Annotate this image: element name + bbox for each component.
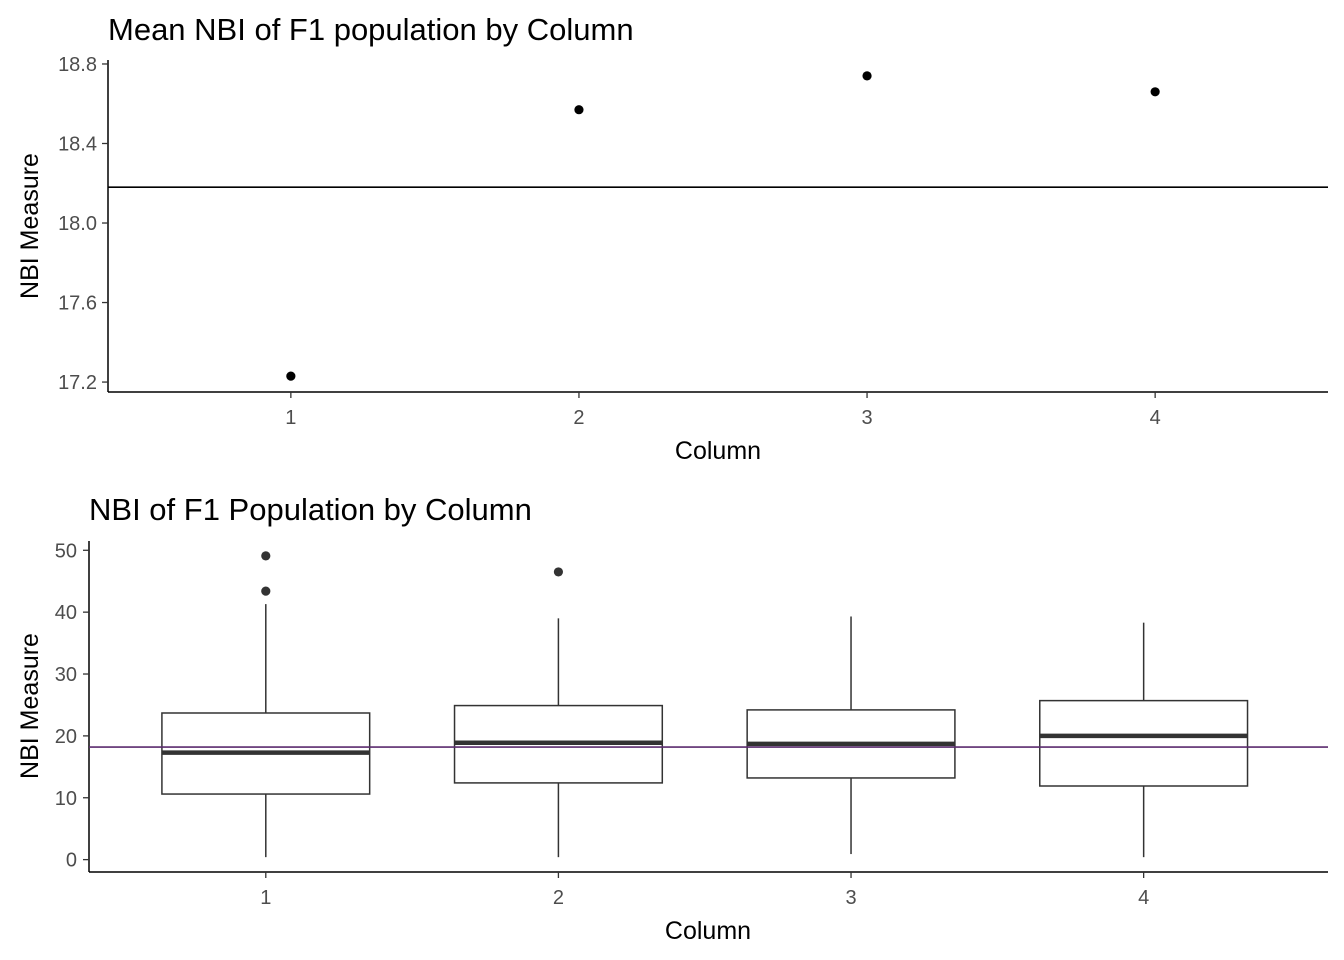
chart1-point <box>1150 87 1160 97</box>
mean-nbi-chart: Mean NBI of F1 population by Column 17.2… <box>16 12 1328 465</box>
chart2-x-tick-label: 3 <box>845 887 856 909</box>
chart1-x-tick-label: 2 <box>573 407 584 429</box>
chart2-y-ticks: 0 10 20 30 40 50 <box>55 540 89 872</box>
chart1-y-tick-label: 18.8 <box>58 54 97 76</box>
chart1-points <box>286 71 1160 381</box>
chart2-x-axis-title: Column <box>665 917 751 945</box>
chart2-y-tick-label: 10 <box>55 788 77 810</box>
chart1-point <box>574 105 584 115</box>
chart1-y-tick-label: 17.6 <box>58 293 97 315</box>
chart2-y-tick-label: 0 <box>66 850 77 872</box>
chart1-point <box>862 71 872 81</box>
nbi-boxplot-chart: NBI of F1 Population by Column 010203040… <box>16 492 1328 945</box>
chart1-x-axis-title: Column <box>675 437 761 465</box>
box-outlier-point <box>553 567 564 577</box>
box-outlier-point <box>261 551 271 561</box>
chart2-x-tick-label: 4 <box>1138 887 1149 909</box>
chart1-x-tick-label: 3 <box>861 407 872 429</box>
chart1-x-tick-label: 4 <box>1150 407 1161 429</box>
chart2-x-ticks: 1 2 3 4 <box>260 872 1149 909</box>
chart1-y-axis-title: NBI Measure <box>16 153 44 299</box>
chart2-x-tick-label: 1 <box>260 887 271 909</box>
chart2-y-axis-title: NBI Measure <box>16 633 44 779</box>
chart2-y-tick-label: 20 <box>55 726 77 748</box>
chart2-y-tick-label: 30 <box>55 664 77 686</box>
chart2-title: NBI of F1 Population by Column <box>89 492 532 527</box>
chart1-y-ticks: 17.2 17.6 18.0 18.4 18.8 <box>58 54 108 394</box>
chart1-x-ticks: 1 2 3 4 <box>285 392 1161 429</box>
chart1-y-tick-label: 17.2 <box>58 372 97 394</box>
chart1-x-tick-label: 1 <box>285 407 296 429</box>
chart1-title: Mean NBI of F1 population by Column <box>108 12 634 47</box>
chart2-x-tick-label: 2 <box>553 887 564 909</box>
chart1-y-tick-label: 18.0 <box>58 213 97 235</box>
box-outlier-point <box>261 586 271 596</box>
chart2-boxes <box>161 551 1249 858</box>
chart1-y-tick-label: 18.4 <box>58 133 97 155</box>
box-iqr <box>1039 699 1249 787</box>
chart2-y-tick-label: 40 <box>55 602 77 624</box>
chart1-point <box>286 371 296 381</box>
chart2-y-tick-label: 50 <box>55 540 77 562</box>
